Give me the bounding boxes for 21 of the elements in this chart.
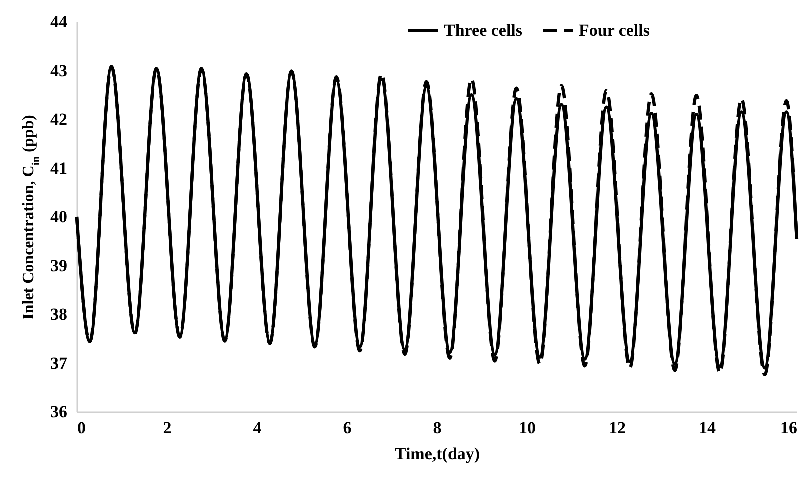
y-tick-label: 41 [50, 158, 68, 178]
x-tick-label: 8 [433, 418, 442, 438]
y-tick-label: 36 [50, 402, 68, 422]
y-tick-label: 38 [50, 305, 68, 324]
x-tick-label: 0 [78, 418, 86, 438]
y-tick-label: 44 [50, 12, 68, 32]
x-tick-label: 6 [343, 418, 352, 438]
x-axis-title: Time,t(day) [394, 444, 480, 464]
x-tick-label: 14 [699, 418, 716, 438]
legend-label: Three cells [444, 20, 523, 40]
y-tick-label: 39 [50, 256, 68, 276]
legend-label: Four cells [579, 20, 650, 40]
y-tick-label: 40 [50, 208, 68, 226]
x-tick-label: 10 [519, 418, 536, 438]
y-tick-label: 42 [50, 110, 68, 129]
x-tick-label: 16 [780, 418, 798, 438]
y-tick-label: 43 [50, 61, 68, 80]
y-tick-label: 37 [50, 354, 68, 373]
x-tick-label: 4 [253, 418, 262, 438]
x-tick-label: 2 [163, 418, 172, 438]
x-tick-label: 12 [609, 418, 626, 438]
